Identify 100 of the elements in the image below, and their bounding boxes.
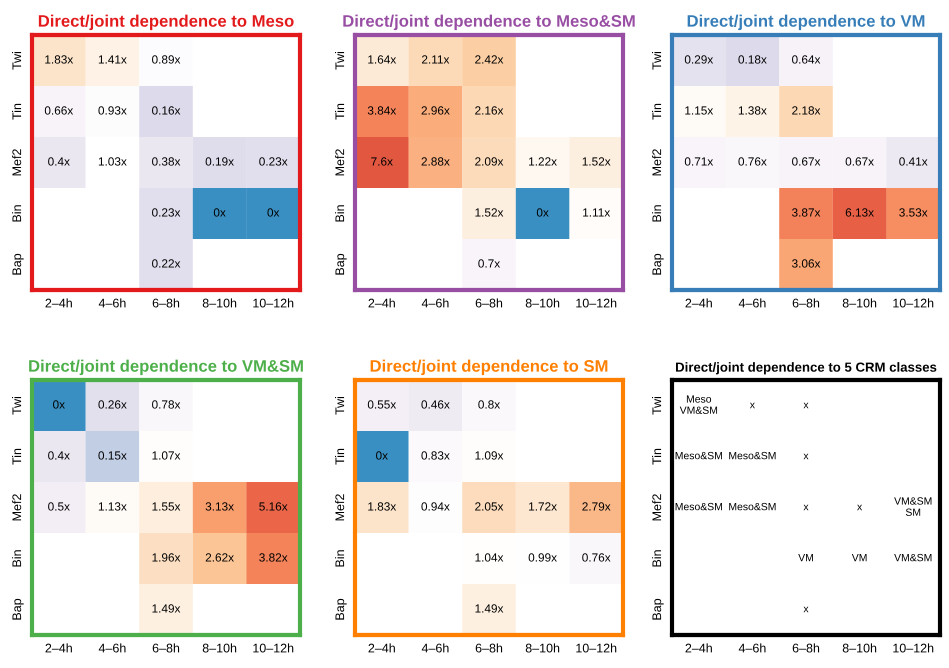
data-label: 0.29x: [684, 55, 714, 64]
text: Meso&SM: [729, 502, 776, 510]
data-label: 0.67x: [792, 157, 820, 166]
data-label: 6.13x: [846, 208, 874, 217]
data-label: 0.22x: [152, 259, 180, 268]
x-tick-label: 8–10h: [842, 298, 876, 308]
data-label: 2.88x: [422, 157, 450, 166]
data-label: 0.55x: [368, 400, 396, 409]
y-tick-label: Tin: [335, 448, 344, 465]
x-tick-label: 6–8h: [152, 298, 180, 308]
y-tick-label: Twi: [652, 52, 662, 70]
data-label: 0.67x: [846, 157, 874, 166]
data-label: 1.04x: [475, 553, 504, 562]
data-label: 0.7x: [478, 259, 500, 268]
data-label: 1.72x: [529, 502, 557, 511]
data-label: 3.87x: [792, 208, 820, 217]
data-label: 1.09x: [475, 451, 504, 460]
data-label: 1.13x: [98, 502, 127, 511]
text: VM: [852, 554, 867, 562]
x-tick-label: 2–4h: [46, 298, 72, 308]
data-label: 0.99x: [528, 553, 557, 562]
y-tick-label: Tin: [12, 104, 22, 120]
data-label: 2.42x: [475, 55, 504, 64]
x-tick-label: 2–4h: [368, 643, 395, 652]
data-label: 1.52x: [582, 157, 611, 166]
chart-title: Direct/joint dependence to SM: [370, 360, 608, 376]
data-label: 0.8x: [478, 400, 500, 409]
data-label: 3.13x: [206, 502, 234, 511]
data-label: 0.46x: [421, 400, 450, 409]
y-tick-label: Bin: [335, 205, 344, 222]
y-tick-label: Mef2: [335, 149, 344, 176]
chart-title: Direct/joint dependence to VM&SM: [29, 360, 303, 376]
data-label: 3.82x: [259, 553, 288, 562]
data-label: 0.4x: [48, 451, 70, 460]
data-label: 1.49x: [475, 604, 504, 613]
data-label: 0.76x: [582, 553, 611, 562]
data-label: 0.23x: [152, 208, 180, 217]
text: Direct/joint dependence to 5 CRM classes: [676, 362, 936, 374]
y-tick-label: Bin: [12, 550, 22, 567]
text: x: [857, 504, 862, 510]
data-label: 1.41x: [98, 55, 127, 64]
text: VM&SM SM: [894, 497, 932, 516]
data-label: 2.11x: [422, 55, 450, 64]
data-label: 0.71x: [684, 157, 714, 166]
x-tick-label: 6–8h: [152, 643, 180, 653]
data-label: 0.93x: [98, 106, 127, 115]
data-label: 0.16x: [152, 106, 180, 115]
data-label: 2.05x: [475, 502, 504, 511]
data-label: 5.16x: [259, 502, 288, 511]
data-label: 0.18x: [738, 55, 767, 64]
data-label: 0.5x: [48, 502, 70, 511]
data-label: 0.4x: [48, 157, 70, 166]
x-tick-label: 10–12h: [893, 298, 934, 308]
y-tick-label: Bap: [335, 598, 347, 620]
y-tick-label: Bin: [335, 550, 344, 567]
x-tick-label: 4–6h: [738, 298, 766, 308]
y-tick-label: Tin: [12, 448, 22, 465]
chart-title: Direct/joint dependence to Meso&SM: [343, 14, 635, 30]
x-tick-label: 4–6h: [98, 643, 126, 653]
x-tick-label: 6–8h: [476, 298, 502, 308]
text: VM&SM: [894, 554, 932, 562]
data-label: 0.83x: [421, 451, 450, 460]
data-label: 1.96x: [152, 553, 180, 562]
data-label: 0.23x: [259, 157, 288, 166]
data-label: 1.22x: [529, 157, 557, 166]
y-tick-label: Twi: [335, 52, 344, 70]
data-label: 3.06x: [792, 259, 820, 268]
x-tick-label: 4–6h: [422, 643, 448, 653]
x-tick-label: 2–4h: [46, 643, 72, 652]
data-label: 1.38x: [738, 106, 767, 115]
data-label: 1.83x: [368, 502, 396, 511]
data-label: 1.55x: [152, 502, 180, 511]
data-label: 0.41x: [899, 157, 928, 166]
text: x: [804, 454, 808, 460]
y-tick-label: Bin: [652, 205, 662, 222]
x-tick-label: 10–12h: [253, 643, 294, 653]
y-tick-label: Bap: [12, 598, 24, 620]
data-label: 7.6x: [371, 157, 393, 166]
data-label: 0.26x: [98, 400, 127, 409]
x-tick-label: 6–8h: [792, 298, 820, 308]
data-label: 0.78x: [152, 400, 180, 409]
y-tick-label: Twi: [12, 396, 22, 415]
data-label: 0x: [376, 451, 388, 460]
data-label: 0.94x: [421, 502, 450, 511]
text: x: [804, 504, 808, 510]
x-tick-label: 8–10h: [526, 298, 560, 308]
x-tick-label: 8–10h: [202, 298, 236, 308]
y-tick-label: Tin: [335, 104, 344, 120]
chart-title: Direct/joint dependence to Meso: [38, 14, 294, 30]
data-label: 0.38x: [152, 157, 180, 166]
data-label: 1.52x: [475, 208, 504, 217]
y-tick-label: Twi: [12, 52, 22, 70]
text: Meso&SM: [676, 452, 722, 460]
x-tick-label: 6–8h: [476, 643, 502, 653]
data-label: 2.79x: [582, 502, 611, 511]
text: Meso VM&SM: [680, 395, 718, 414]
x-tick-label: 8–10h: [526, 643, 560, 653]
data-label: 1.11x: [583, 208, 610, 217]
data-label: 0.15x: [98, 451, 127, 460]
chart-title: Direct/joint dependence to VM: [688, 14, 924, 30]
